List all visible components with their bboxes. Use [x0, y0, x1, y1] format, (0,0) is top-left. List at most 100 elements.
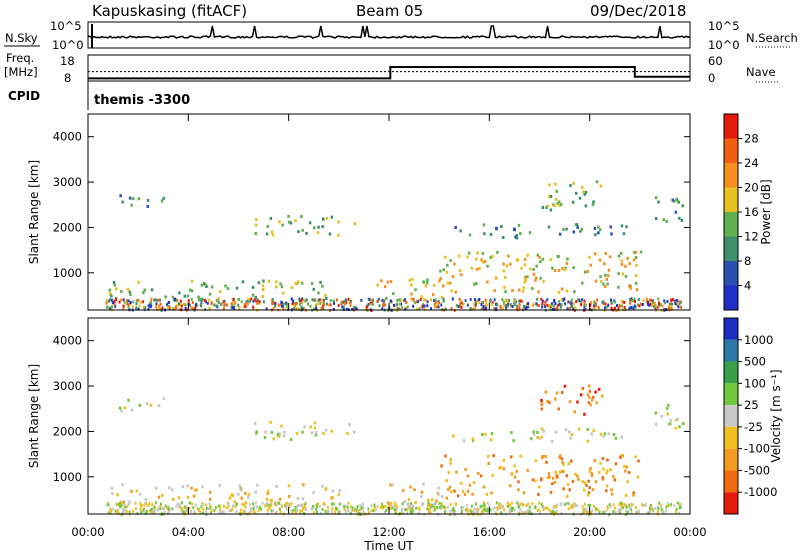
echo-cell — [127, 299, 130, 303]
echo-cell — [552, 506, 555, 510]
echo-cell — [228, 496, 232, 500]
echo-cell — [526, 253, 529, 257]
echo-cell — [400, 302, 403, 306]
echo-cell — [240, 488, 243, 492]
echo-cell — [186, 495, 190, 499]
echo-cell — [628, 262, 631, 266]
echo-cell — [562, 228, 565, 231]
echo-cell — [604, 273, 607, 277]
echo-cell — [275, 510, 278, 514]
echo-cell — [633, 258, 636, 262]
echo-cell — [592, 304, 595, 308]
echo-cell — [584, 204, 588, 208]
echo-cell — [414, 501, 417, 505]
echo-cell — [371, 301, 374, 305]
echo-cell — [482, 511, 485, 515]
echo-cell — [200, 505, 203, 509]
echo-cell — [480, 303, 483, 307]
echo-cell — [325, 487, 328, 491]
echo-cell — [313, 426, 317, 430]
echo-cell — [411, 507, 413, 510]
echo-cell — [190, 279, 194, 283]
echo-cell — [486, 501, 489, 505]
echo-cell — [442, 297, 445, 301]
echo-cell — [489, 232, 493, 236]
echo-cell — [247, 492, 251, 496]
echo-cell — [430, 298, 432, 302]
power-colorbar-label: Power [dB] — [759, 179, 773, 244]
echo-cell — [254, 511, 257, 515]
echo-cell — [150, 304, 153, 308]
echo-cell — [656, 510, 659, 513]
echo-cell — [628, 307, 631, 311]
echo-cell — [411, 277, 414, 281]
echo-cell — [558, 302, 561, 306]
echo-cell — [383, 285, 387, 289]
echo-cell — [425, 281, 429, 285]
echo-cell — [297, 504, 300, 507]
echo-cell — [593, 301, 596, 305]
echo-cell — [210, 509, 213, 513]
echo-cell — [557, 303, 560, 307]
echo-cell — [478, 267, 481, 270]
echo-cell — [112, 507, 115, 511]
echo-cell — [159, 298, 161, 302]
echo-cell — [253, 298, 256, 302]
echo-cell — [111, 301, 114, 305]
echo-cell — [123, 503, 126, 507]
echo-cell — [280, 300, 283, 304]
echo-cell — [548, 304, 551, 308]
echo-cell — [481, 504, 484, 508]
echo-cell — [667, 403, 670, 407]
echo-cell — [614, 306, 616, 310]
echo-cell — [252, 502, 255, 506]
echo-cell — [515, 469, 519, 473]
echo-cell — [508, 509, 511, 513]
echo-cell — [125, 505, 128, 509]
echo-cell — [126, 299, 128, 303]
echo-cell — [275, 502, 278, 505]
colorbar-segment — [724, 285, 738, 310]
echo-cell — [439, 277, 442, 280]
echo-cell — [314, 433, 318, 437]
echo-cell — [155, 302, 158, 306]
echo-cell — [321, 217, 325, 221]
echo-cell — [343, 302, 346, 306]
echo-cell — [563, 268, 566, 272]
echo-cell — [558, 200, 561, 204]
echo-cell — [576, 400, 579, 404]
echo-cell — [461, 489, 465, 493]
echo-cell — [648, 511, 650, 515]
echo-cell — [571, 506, 574, 509]
echo-cell — [547, 472, 551, 476]
echo-cell — [331, 502, 333, 506]
echo-cell — [449, 503, 452, 507]
echo-cell — [268, 506, 271, 510]
echo-cell — [422, 280, 425, 284]
colorbar-tick-label: 1000 — [744, 333, 773, 347]
echo-cell — [666, 501, 669, 505]
echo-cell — [200, 283, 204, 287]
echo-cell — [438, 501, 441, 505]
echo-cell — [568, 400, 572, 404]
echo-cell — [544, 455, 547, 458]
echo-cell — [420, 295, 423, 299]
echo-cell — [624, 469, 627, 473]
echo-cell — [232, 307, 235, 310]
echo-cell — [606, 505, 609, 509]
echo-cell — [627, 505, 630, 509]
echo-cell — [383, 300, 386, 303]
echo-cell — [257, 508, 260, 512]
freq-tick-high: 18 — [60, 54, 75, 68]
echo-cell — [321, 284, 324, 288]
echo-cell — [433, 303, 436, 307]
echo-cell — [447, 505, 449, 509]
echo-cell — [534, 278, 537, 282]
echo-cell — [634, 281, 638, 285]
echo-cell — [670, 307, 673, 311]
echo-cell — [328, 303, 331, 307]
echo-cell — [160, 199, 164, 203]
echo-cell — [467, 489, 470, 493]
echo-cell — [435, 499, 438, 503]
